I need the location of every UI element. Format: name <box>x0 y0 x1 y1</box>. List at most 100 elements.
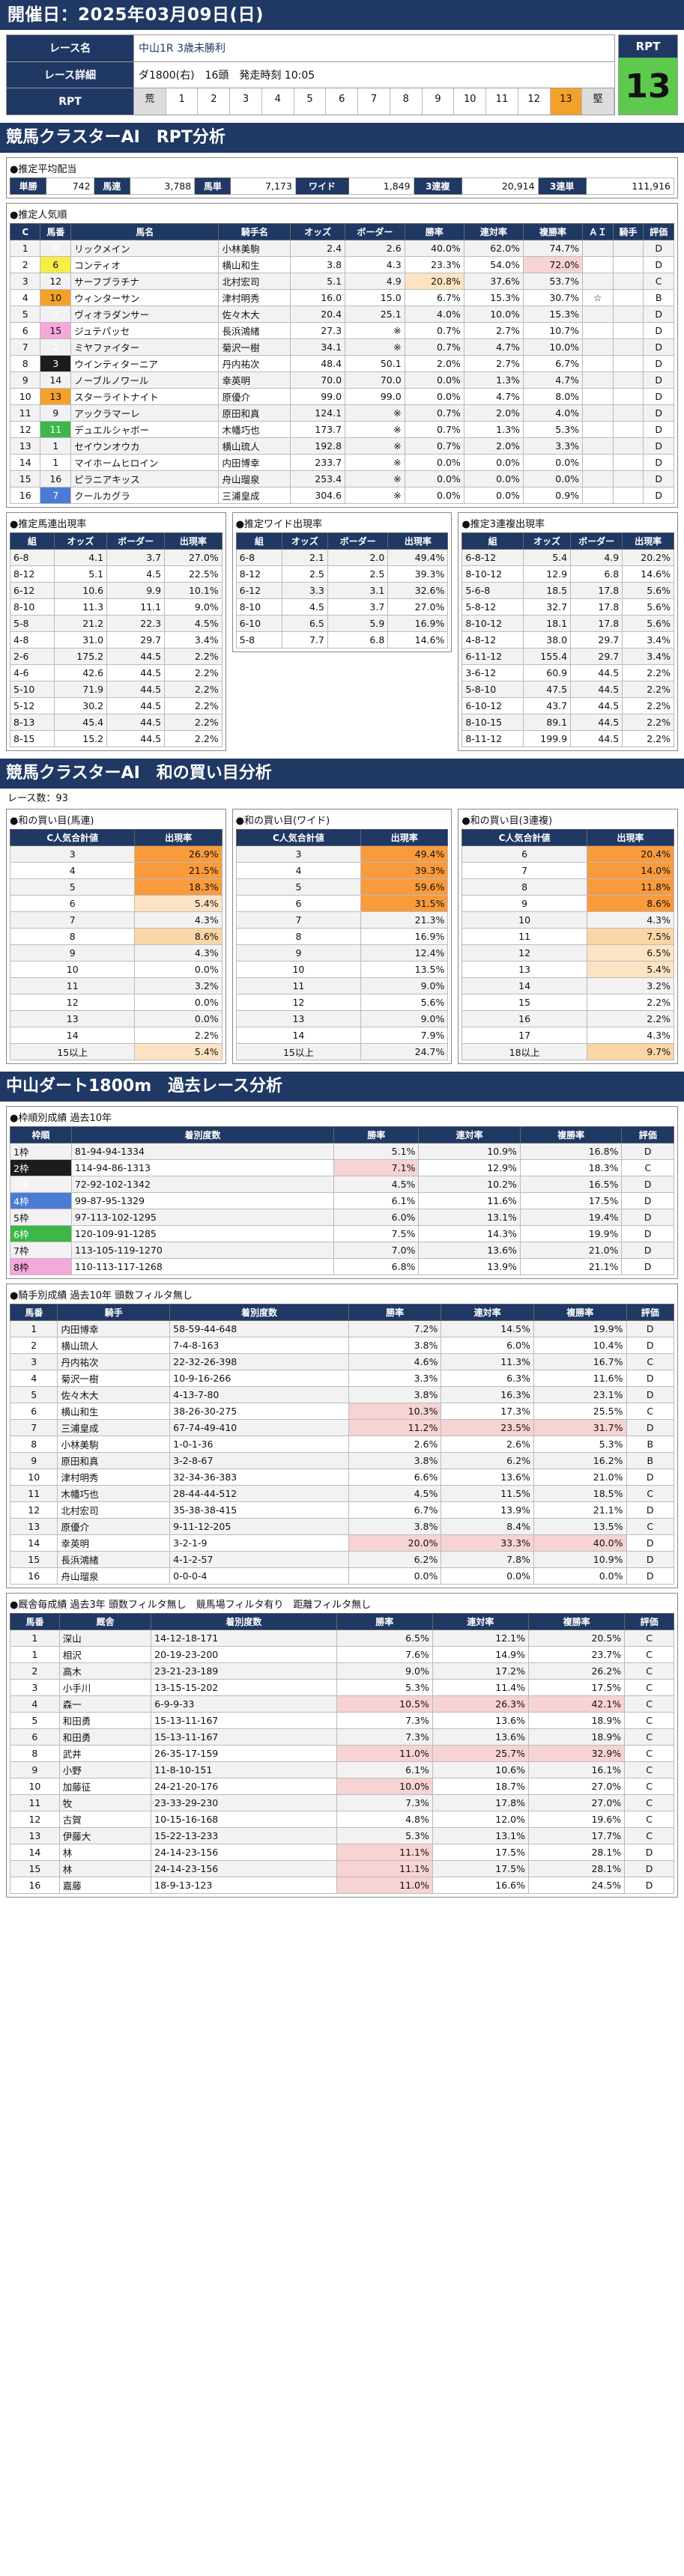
race-name: 中山1R 3歳未勝利 <box>133 34 615 62</box>
table-row: 10 津村明秀 32-34-36-383 6.6% 13.6% 21.0% D <box>9 1468 674 1486</box>
table-row: 4-6 42.6 44.5 2.2% <box>10 664 223 681</box>
cell: 北村宏司 <box>218 273 291 290</box>
cell: 14.9% <box>432 1646 530 1663</box>
cell: 44.5 <box>106 664 166 681</box>
table-row: 4 菊沢一樹 10-9-16-266 3.3% 6.3% 11.6% D <box>9 1370 674 1387</box>
payout-label: 3連複 <box>413 177 462 195</box>
column-header: 出現率 <box>134 829 223 846</box>
payout-table: 単勝 742 馬連 3,788 馬単 7,173 ワイド 1,849 3連複 20,914 3連単 1… <box>9 177 675 195</box>
cell: 15.3% <box>463 289 524 306</box>
cell: 6.7% <box>522 355 584 372</box>
cell: 27.0% <box>387 598 449 616</box>
column-header: 騎手名 <box>218 223 291 240</box>
appearance-rate: 0.0% <box>134 994 223 1011</box>
cell: 2.2% <box>164 648 223 665</box>
header-row: 馬番 騎手 着別度数 勝率 連対率 複勝率 評価 <box>9 1304 674 1321</box>
sum-value: 10 <box>9 961 136 978</box>
cell: 9 <box>40 404 72 422</box>
cell: 相沢 <box>58 1646 152 1663</box>
cell <box>612 273 644 290</box>
payout-label: 3連単 <box>537 177 587 195</box>
sum-value: 14 <box>9 1027 136 1044</box>
cell: 3.7 <box>106 549 166 566</box>
cell: D <box>626 1386 674 1403</box>
jockey-table: 馬番 騎手 着別度数 勝率 連対率 複勝率 評価 1 内田博幸 58-59-44-648 7.2% 1… <box>9 1304 674 1585</box>
header-row: 馬番 厩舎 着別度数 勝率 連対率 複勝率 評価 <box>10 1613 674 1630</box>
table-row: 2 横山琉人 7-4-8-163 3.8% 6.0% 10.4% D <box>9 1337 674 1354</box>
cell: 0.7% <box>404 437 464 455</box>
cell: 3.1 <box>327 582 389 599</box>
column-header: 騎手 <box>612 223 644 240</box>
cell: C <box>626 1353 674 1370</box>
cell: 44.5 <box>106 648 166 665</box>
cell: 89.1 <box>522 714 572 731</box>
cell: 6.7% <box>404 289 464 306</box>
sum-value: 13 <box>461 961 587 978</box>
cell: 17.5% <box>519 1192 623 1209</box>
race-count: レース数：93 <box>7 793 68 804</box>
sum-value: 12 <box>461 944 587 962</box>
cell: 加藤征 <box>58 1778 152 1795</box>
cell: 1.3% <box>463 371 524 389</box>
table-row: 5-12 30.2 44.5 2.2% <box>10 697 223 714</box>
cell: 14.3% <box>418 1225 521 1242</box>
table-row: 4 21.5% <box>9 862 223 879</box>
sum-panels: ●和の買い目(馬連) C人気合計値 出現率 3 26.9% 4 21.5% 5 18.3% 6 5… <box>6 809 679 1064</box>
cell: D <box>621 1225 674 1242</box>
table-row: 3 小手川 13-15-15-202 5.3% 11.4% 17.5% C <box>10 1679 674 1696</box>
cell: C <box>624 1745 674 1762</box>
table-row: 18以上 9.7% <box>461 1043 675 1060</box>
cell: D <box>643 404 674 422</box>
cell: 8 <box>40 240 72 257</box>
cell <box>612 404 644 422</box>
waku-cell: 3枠 <box>10 1176 72 1193</box>
payout-label: 馬連 <box>93 177 130 195</box>
cell: C <box>624 1695 674 1713</box>
table-row: 2 6 コンティオ 横山和生 3.8 4.3 23.3% 54.0% 72.0% D <box>9 256 674 273</box>
cell: ※ <box>345 322 405 339</box>
cell: 6.0% <box>333 1209 420 1226</box>
wide-table: 組オッズ ボーダー 出現率 6-8 2.1 2.0 49.4% 8-12 2.5 2.5 39.3%… <box>235 532 449 648</box>
sum-value: 17 <box>461 1027 587 1044</box>
table-row: 5-8-10 47.5 44.5 2.2% <box>461 681 675 698</box>
race-info-table: レース名 中山1R 3歳未勝利 レース詳細 ダ1800(右) 16頭 発走時刻 10… <box>6 34 615 115</box>
cell: 5.3% <box>533 1436 627 1453</box>
cell <box>582 322 614 339</box>
cell: 18.1 <box>522 615 572 632</box>
cell: 12 <box>40 273 72 290</box>
cell: 1 <box>40 437 72 455</box>
payout-value: 7,173 <box>230 177 296 195</box>
cell: 16.9% <box>387 615 449 632</box>
appearance-rate: 3.2% <box>134 977 223 994</box>
sum-value: 10 <box>461 911 587 929</box>
cell: 10.3% <box>348 1403 442 1420</box>
cell: 舟山瑠泉 <box>57 1567 171 1585</box>
table-row: 5-8 7.7 6.8 14.6% <box>235 631 449 648</box>
cell: 2.2% <box>622 730 675 747</box>
cell: 5-8-12 <box>461 598 524 616</box>
column-header: オッズ <box>282 532 328 550</box>
cell: D <box>621 1143 674 1160</box>
cell: 3-2-1-9 <box>169 1534 349 1552</box>
table-row: 5 佐々木大 4-13-7-80 3.8% 16.3% 23.1% D <box>9 1386 674 1403</box>
cell: 16.1% <box>528 1761 626 1778</box>
appearance-rate: 5.6% <box>360 994 449 1011</box>
column-header: 出現率 <box>387 532 449 550</box>
table-row: 13 9.0% <box>235 1010 449 1027</box>
column-header: 連対率 <box>463 223 524 240</box>
cell: 11.3 <box>53 598 108 616</box>
cell: 2.1 <box>282 549 328 566</box>
jockey-panel: ●騎手別成績 過去10年 頭数フィルタ無し 馬番 騎手 着別度数 勝率 連対率 複勝率 評価… <box>6 1284 678 1588</box>
cell: 4.5% <box>164 615 223 632</box>
cell: 16.7% <box>533 1353 627 1370</box>
cell: 17.7% <box>528 1827 626 1844</box>
cell: 31.0 <box>53 631 108 648</box>
cell: 16 <box>9 1567 58 1585</box>
table-row: 7 14.0% <box>461 862 675 879</box>
cell: 内田博幸 <box>57 1320 171 1337</box>
appearance-rate: 26.9% <box>134 845 223 863</box>
cell <box>612 470 644 487</box>
sum-value: 11 <box>9 977 136 994</box>
appearance-rate: 5.4% <box>586 961 675 978</box>
table-row: 13 原優介 9-11-12-205 3.8% 8.4% 13.5% C <box>9 1518 674 1535</box>
